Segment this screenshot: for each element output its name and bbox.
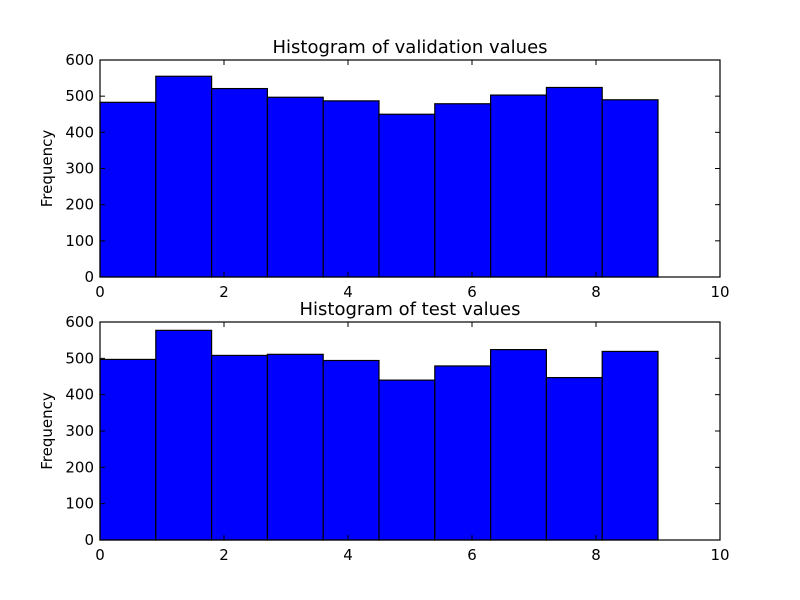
x-tick-label: 0 [95, 546, 105, 564]
x-tick-label: 10 [710, 546, 729, 564]
y-tick-label: 400 [65, 123, 94, 141]
histogram-bar [322, 100, 380, 278]
chart-title: Histogram of validation values [272, 37, 547, 58]
y-tick-label: 500 [65, 87, 94, 105]
y-tick-label: 100 [65, 232, 94, 250]
y-tick-label: 300 [65, 422, 94, 440]
x-tick-label: 6 [467, 546, 477, 564]
histogram-bar [490, 349, 548, 541]
x-tick-label: 2 [219, 546, 229, 564]
histogram-bar [266, 96, 324, 278]
y-tick-label: 0 [84, 531, 94, 549]
y-tick-label: 500 [65, 349, 94, 367]
histogram-bar [378, 379, 436, 541]
histogram-bar [545, 376, 603, 541]
histogram-bar [545, 86, 603, 278]
y-tick-label: 300 [65, 160, 94, 178]
y-tick-label: 600 [65, 51, 94, 69]
x-tick-label: 2 [219, 283, 229, 301]
histogram-bar [322, 359, 380, 541]
x-tick-label: 8 [591, 546, 601, 564]
histogram-bar [601, 99, 659, 278]
y-tick-label: 0 [84, 268, 94, 286]
y-tick-label: 400 [65, 386, 94, 404]
y-tick-label: 200 [65, 196, 94, 214]
histogram-bar [155, 329, 213, 541]
histogram-bar [490, 94, 548, 278]
histogram-bar [155, 75, 213, 278]
x-tick-label: 8 [591, 283, 601, 301]
histogram-bar [266, 353, 324, 541]
y-axis-title: Frequency [38, 392, 56, 470]
chart-title: Histogram of test values [299, 299, 520, 320]
histogram-bar [601, 350, 659, 541]
histogram-bar [378, 113, 436, 278]
y-tick-label: 200 [65, 458, 94, 476]
x-tick-label: 6 [467, 283, 477, 301]
histogram-bar [211, 87, 269, 278]
histogram-bar [211, 354, 269, 541]
histogram-bar [99, 101, 157, 278]
y-tick-label: 100 [65, 495, 94, 513]
histogram-bar [434, 103, 492, 278]
x-tick-label: 0 [95, 283, 105, 301]
x-tick-label: 4 [343, 546, 353, 564]
y-axis-title: Frequency [38, 130, 56, 208]
x-tick-label: 10 [710, 283, 729, 301]
y-tick-label: 600 [65, 313, 94, 331]
x-tick-label: 4 [343, 283, 353, 301]
histogram-bar [99, 358, 157, 541]
histogram-bar [434, 365, 492, 541]
